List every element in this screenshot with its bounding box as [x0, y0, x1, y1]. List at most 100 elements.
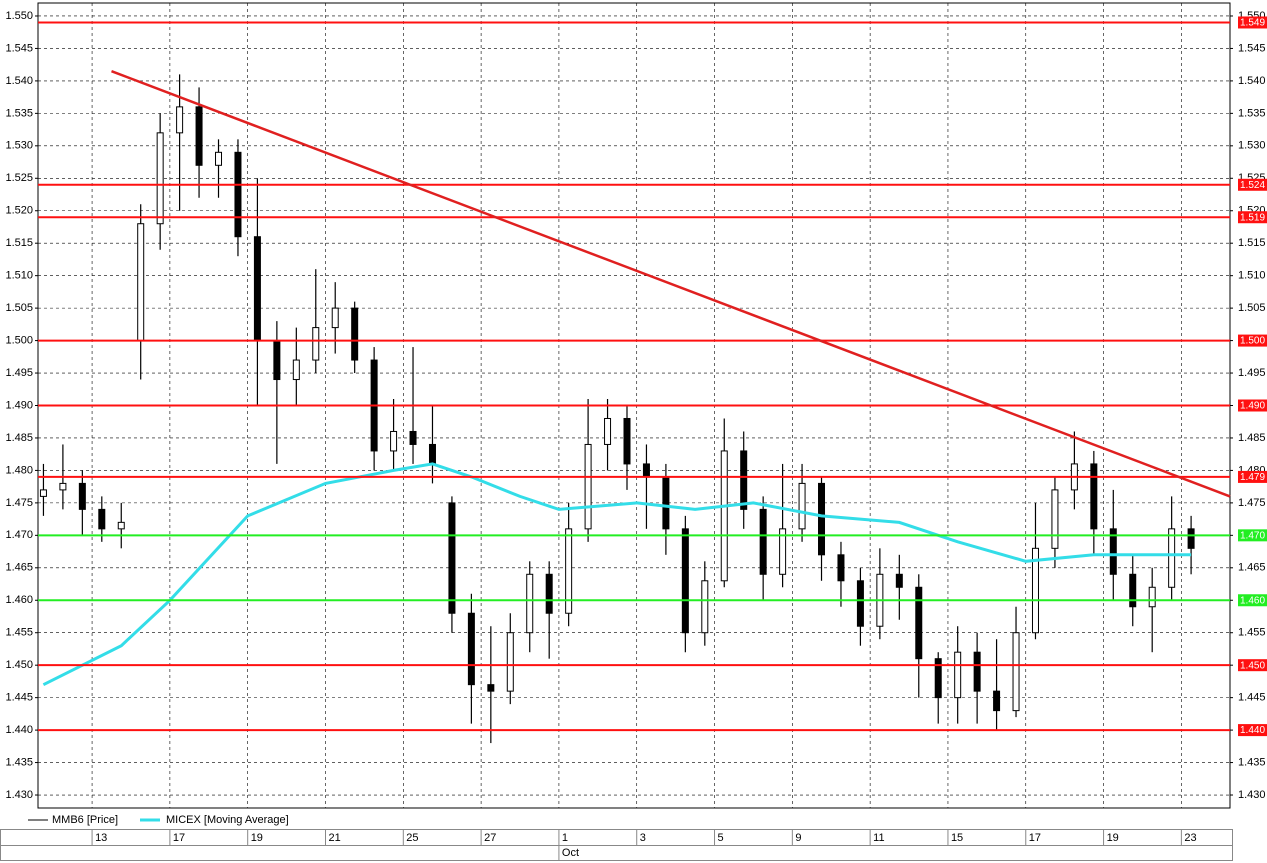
y2-tick-label: 1.545 — [1238, 42, 1266, 54]
candle-body — [565, 528, 573, 614]
candle-body — [506, 632, 514, 692]
candle-body — [818, 482, 826, 556]
y2-tick-label: 1.540 — [1238, 75, 1266, 87]
candle-body — [934, 658, 942, 699]
y-tick-label: 1.545 — [5, 42, 33, 54]
level-label: 1.519 — [1240, 212, 1265, 223]
level-label-box — [1238, 178, 1267, 191]
x-tick-label: 17 — [173, 832, 185, 844]
x-tick-label: 3 — [640, 832, 646, 844]
level-label: 1.450 — [1240, 660, 1265, 671]
candle-body — [954, 651, 962, 699]
candle-body — [895, 573, 903, 588]
legend-label: MMB6 [Price] — [52, 814, 118, 826]
x-tick-label: 25 — [406, 832, 418, 844]
candle-body — [156, 132, 164, 225]
y2-tick-label: 1.515 — [1238, 237, 1266, 249]
candle-body — [681, 528, 689, 634]
level-label-box — [1238, 470, 1267, 483]
candle-body — [137, 223, 145, 342]
y-tick-label: 1.480 — [5, 464, 33, 476]
candle-body — [78, 482, 86, 510]
trend-line — [111, 70, 1231, 498]
y-tick-label: 1.515 — [5, 237, 33, 249]
candle-body — [292, 359, 300, 381]
level-label: 1.460 — [1240, 595, 1265, 606]
level-label: 1.490 — [1240, 401, 1265, 412]
candle-body — [584, 443, 592, 530]
candle-body — [759, 508, 767, 575]
y2-tick-label: 1.505 — [1238, 302, 1266, 314]
month-label: Oct — [562, 847, 579, 859]
candle-body — [117, 521, 125, 530]
y2-tick-label: 1.485 — [1238, 432, 1266, 444]
candle-body — [642, 463, 650, 478]
candle-body — [39, 489, 47, 497]
candle-body — [467, 612, 475, 686]
y-tick-label: 1.525 — [5, 172, 33, 184]
level-label: 1.549 — [1240, 18, 1265, 29]
candle-body — [98, 508, 106, 530]
level-label-box — [1238, 594, 1267, 607]
y-tick-label: 1.445 — [5, 692, 33, 704]
y2-tick-label: 1.535 — [1238, 107, 1266, 119]
y2-tick-label: 1.475 — [1238, 497, 1266, 509]
candle-body — [448, 502, 456, 614]
candle-body — [273, 340, 281, 381]
level-label-box — [1238, 211, 1267, 224]
y2-tick-label: 1.495 — [1238, 367, 1266, 379]
candle-body — [351, 307, 359, 361]
y2-tick-label: 1.465 — [1238, 562, 1266, 574]
level-label: 1.440 — [1240, 725, 1265, 736]
candle-body — [604, 417, 612, 445]
y2-tick-label: 1.530 — [1238, 140, 1266, 152]
x-tick-label: 13 — [95, 832, 107, 844]
level-label-box — [1238, 16, 1267, 29]
candle-body — [176, 106, 184, 134]
candle-body — [856, 580, 864, 627]
candle-body — [837, 554, 845, 582]
x-tick-label: 9 — [795, 832, 801, 844]
level-label: 1.500 — [1240, 336, 1265, 347]
x-tick-label: 5 — [718, 832, 724, 844]
y-tick-label: 1.460 — [5, 594, 33, 606]
y2-tick-label: 1.510 — [1238, 270, 1266, 282]
candle-body — [1187, 528, 1195, 549]
x-tick-label: 1 — [562, 832, 568, 844]
candle-body — [215, 151, 223, 166]
legend-label: MICEX [Moving Average] — [166, 814, 289, 826]
y-tick-label: 1.495 — [5, 367, 33, 379]
y-tick-label: 1.490 — [5, 399, 33, 411]
y-tick-label: 1.435 — [5, 756, 33, 768]
x-tick-label: 19 — [251, 832, 263, 844]
candle-body — [390, 430, 398, 452]
y2-tick-label: 1.430 — [1238, 789, 1266, 801]
level-label-box — [1238, 724, 1267, 737]
level-label: 1.470 — [1240, 530, 1265, 541]
y2-tick-label: 1.445 — [1238, 692, 1266, 704]
level-label: 1.479 — [1240, 472, 1265, 483]
x-tick-label: 17 — [1029, 832, 1041, 844]
y-tick-label: 1.540 — [5, 75, 33, 87]
candle-body — [59, 482, 67, 491]
candle-body — [331, 307, 339, 329]
candle-body — [1168, 528, 1176, 588]
y-tick-label: 1.535 — [5, 107, 33, 119]
candle-body — [487, 684, 495, 692]
candle-body — [545, 573, 553, 614]
y-tick-label: 1.500 — [5, 334, 33, 346]
candle-body — [1051, 489, 1059, 549]
candle-body — [662, 476, 670, 530]
level-label-box — [1238, 399, 1267, 412]
x-tick-label: 15 — [951, 832, 963, 844]
candle-body — [1031, 547, 1039, 634]
candle-body — [409, 430, 417, 445]
x-tick-label: 27 — [484, 832, 496, 844]
candle-body — [798, 482, 806, 530]
y-tick-label: 1.505 — [5, 302, 33, 314]
candle-body — [720, 450, 728, 582]
y2-tick-label: 1.455 — [1238, 627, 1266, 639]
y-tick-label: 1.465 — [5, 562, 33, 574]
y-tick-label: 1.455 — [5, 627, 33, 639]
